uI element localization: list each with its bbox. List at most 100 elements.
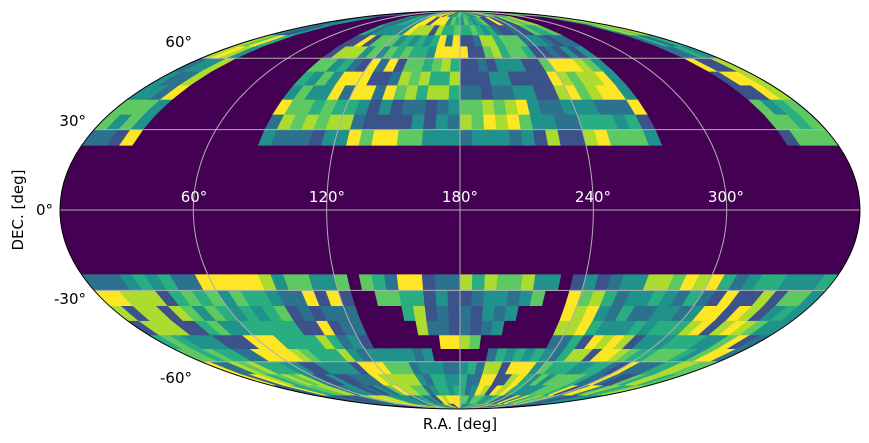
sky-pixel [426, 320, 440, 336]
xtick-300: 300° [708, 188, 744, 206]
x-axis-label: R.A. [deg] [423, 415, 497, 433]
sky-pixel [448, 84, 461, 100]
sky-pixel [508, 129, 524, 146]
sky-pixel [436, 99, 450, 115]
sky-pixel [423, 290, 437, 307]
sky-pixel [459, 45, 469, 59]
sky-pixel [447, 274, 461, 291]
sky-pixel [484, 129, 499, 146]
sky-pixel [438, 71, 451, 86]
map-border [59, 10, 861, 410]
sky-pixel [409, 129, 424, 146]
sky-pixel [459, 274, 473, 291]
y-axis-label: DEC. [deg] [9, 169, 27, 250]
meridian-line [459, 10, 594, 410]
sky-pixel [459, 320, 472, 336]
ytick-30: 30° [59, 112, 86, 130]
sky-pixel [481, 99, 496, 115]
sky-pixel [424, 99, 439, 115]
sky-pixel [447, 129, 461, 146]
sky-pixel [471, 274, 486, 291]
sky-pixel [410, 290, 426, 307]
sky-pixel [435, 114, 449, 130]
sky-pixel [459, 57, 470, 72]
sky-pixel [398, 114, 414, 130]
sky-pixel [409, 274, 424, 291]
sky-pixel [471, 129, 486, 146]
sky-pixel [459, 99, 473, 115]
xtick-180: 180° [442, 188, 478, 206]
sky-pixel [459, 361, 469, 375]
sky-pixel [435, 290, 449, 307]
ytick-neg30: -30° [54, 290, 86, 308]
sky-pixel [459, 71, 471, 86]
sky-pixel [470, 99, 484, 115]
ytick-0: 0° [36, 201, 53, 219]
xtick-60: 60° [181, 188, 208, 206]
sky-pixel [470, 320, 483, 336]
sky-pixel [447, 305, 461, 321]
sky-pixel [421, 274, 436, 291]
sky-pixel [494, 290, 510, 307]
sky-pixel [447, 99, 461, 115]
sky-pixel [449, 334, 461, 350]
sky-pixel [459, 305, 473, 321]
sky-pixel [453, 384, 461, 396]
sky-pixel [440, 57, 452, 72]
sky-pixel [470, 84, 483, 100]
graticule [60, 10, 860, 410]
xtick-120: 120° [309, 188, 345, 206]
sky-pixel [410, 114, 426, 130]
sky-pixel [459, 290, 473, 307]
sky-pixel [451, 361, 461, 375]
sky-pixel [496, 274, 511, 291]
sky-pixel [484, 274, 499, 291]
xtick-240: 240° [575, 188, 611, 206]
sky-pixel [396, 274, 412, 291]
sky-pixel [384, 129, 400, 146]
sky-pixel [471, 114, 485, 130]
sky-pixel [437, 84, 450, 100]
sky-pixel [447, 290, 461, 307]
sky-pixel [453, 24, 461, 36]
sky-pixel [412, 99, 428, 115]
ytick-60: 60° [165, 33, 192, 51]
sky-pixel [428, 71, 442, 86]
meridian-line [192, 10, 461, 410]
sky-pixel [447, 114, 461, 130]
sky-pixel [483, 114, 497, 130]
sky-pixel [452, 34, 461, 47]
sky-pixel [452, 373, 461, 386]
meridian-line [326, 10, 461, 410]
sky-pixel [459, 334, 471, 350]
sky-pixel [470, 305, 484, 321]
sky-pixel [494, 114, 510, 130]
sky-pixel [423, 114, 437, 130]
sky-pixel [508, 274, 524, 291]
sky-pixel [448, 320, 461, 336]
sky-pixel [481, 305, 496, 321]
sky-pixel [496, 129, 511, 146]
sky-pixel [424, 305, 439, 321]
sky-pixel [434, 274, 449, 291]
sky-pixel [459, 84, 472, 100]
sky-pixel [398, 290, 414, 307]
sky-pixel [449, 71, 461, 86]
sky-pixel [450, 57, 461, 72]
ytick-neg60: -60° [160, 369, 192, 387]
sky-pixel [471, 290, 485, 307]
sky-pixel [459, 129, 473, 146]
sky-pixel [437, 320, 450, 336]
sky-pixel [459, 114, 473, 130]
sky-pixel [469, 334, 482, 350]
sky-pixel [396, 129, 412, 146]
sky-pixel [483, 290, 497, 307]
sky-pixel [438, 334, 451, 350]
meridian-line [459, 10, 728, 410]
sky-pixel [436, 305, 450, 321]
sky-pixel [426, 84, 440, 100]
sky-pixel [451, 45, 461, 59]
healpix-patches [81, 11, 839, 409]
sky-pixel [384, 274, 400, 291]
